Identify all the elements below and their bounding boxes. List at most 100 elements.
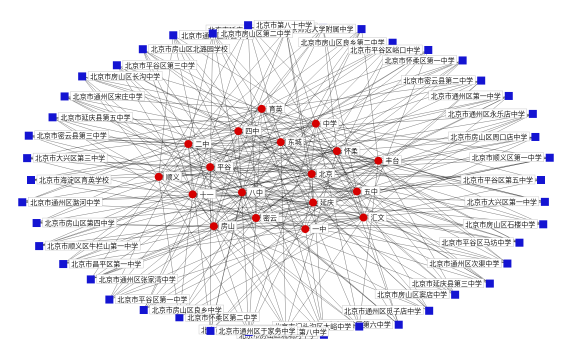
outer-node-marker <box>394 320 403 329</box>
outer-node[interactable]: 北京市顺义区第一中学 <box>469 152 554 163</box>
outer-node-label: 北京市延庆县第五中学 <box>61 113 131 122</box>
outer-node[interactable]: 北京市通州区张家湾中学 <box>86 274 179 284</box>
outer-node[interactable]: 北京市延庆县第五中学 <box>48 112 133 122</box>
inner-node[interactable]: 房山 <box>209 221 238 231</box>
outer-node[interactable]: 北京市房山区第四中学 <box>32 217 117 228</box>
outer-node-label-bg <box>216 325 298 336</box>
outer-node[interactable]: 北京市平谷区第五中学 <box>460 174 545 185</box>
edge <box>356 191 520 243</box>
edge <box>116 65 211 168</box>
outer-node[interactable]: 北京市第八十中学 <box>244 20 315 30</box>
outer-node-label: 北京市通州区次渠中学 <box>429 259 499 268</box>
outer-node[interactable]: 北京市密云县第三中学 <box>24 130 109 141</box>
inner-node-label: 十一 <box>200 190 214 199</box>
outer-node-label-bg <box>427 258 502 268</box>
edge <box>90 123 316 280</box>
outer-node-marker <box>485 279 494 288</box>
outer-node-marker <box>244 21 253 30</box>
inner-node[interactable]: 怀柔 <box>332 145 361 156</box>
outer-node[interactable]: 北京市昌平区第一中学 <box>59 258 144 269</box>
inner-node[interactable]: 十一 <box>188 189 216 199</box>
inner-node[interactable]: 四中 <box>234 125 262 136</box>
inner-node[interactable]: 东城 <box>276 136 304 147</box>
outer-node-label: 北京市房山区窦店中学 <box>377 290 447 299</box>
edge <box>378 160 456 295</box>
outer-node[interactable]: 北京市房山区石楼中学 <box>463 219 548 229</box>
edge <box>158 35 174 177</box>
inner-node[interactable]: 平谷 <box>206 161 234 172</box>
inner-node[interactable]: 密云 <box>251 212 280 223</box>
edge <box>213 226 325 335</box>
inner-node[interactable]: 北京 <box>307 168 335 179</box>
edge <box>213 131 239 227</box>
outer-node[interactable]: 北京市通州区永乐店中学 <box>445 108 537 119</box>
inner-node[interactable]: 顺义 <box>154 171 182 182</box>
outer-node[interactable]: 北京市平谷区峪口中学 <box>348 44 433 55</box>
outer-node-label-bg <box>469 152 544 162</box>
outer-node-label: 北京市顺义区牛栏山第一中学 <box>47 242 138 251</box>
edge <box>116 65 312 175</box>
outer-node[interactable]: 北京市房山区周口店中学 <box>448 131 540 142</box>
edge <box>143 173 312 311</box>
outer-node[interactable]: 北京市平谷区第一中学 <box>105 294 190 305</box>
edge <box>261 108 314 203</box>
outer-node[interactable]: 北京市延庆县第三中学 <box>409 278 494 289</box>
inner-node[interactable]: 中学 <box>311 118 340 128</box>
outer-node[interactable]: 北京市大兴区第三中学 <box>23 152 108 163</box>
inner-node-label-bg <box>316 168 335 179</box>
outer-node[interactable]: 北京市房山区窦店中学 <box>374 289 460 300</box>
outer-node-label: 北京市通州区永乐店中学 <box>448 109 525 118</box>
inner-node[interactable]: 丰台 <box>374 155 402 166</box>
edge <box>179 217 364 318</box>
outer-node[interactable]: 北京市通州区第一中学 <box>428 90 513 101</box>
edge <box>27 108 262 159</box>
outer-node[interactable]: 北京市大兴区第一中学 <box>464 196 549 207</box>
outer-node[interactable]: 北京市房山区第二中学 <box>208 28 293 38</box>
outer-node-label: 北京市房山区石楼中学 <box>465 220 535 229</box>
outer-node-label: 北京市平谷区第三中学 <box>125 61 195 70</box>
outer-node-marker <box>18 198 27 207</box>
outer-node[interactable]: 北京市通州区于家务中学 <box>206 325 298 336</box>
outer-node[interactable]: 北京市怀柔区第一中学 <box>382 55 467 65</box>
inner-node[interactable]: 育英 <box>257 103 285 114</box>
outer-node[interactable]: 北京市平谷区马坊中学 <box>439 237 524 248</box>
outer-node-marker <box>515 238 524 247</box>
inner-node[interactable]: 一中 <box>301 223 329 234</box>
outer-node[interactable]: 北京市房山区长沟中学 <box>78 71 163 81</box>
outer-node[interactable]: 北京市顺义区牛栏山第一中学 <box>35 240 141 251</box>
edge <box>188 143 314 203</box>
outer-node[interactable]: 北京市通州区宋庄中学 <box>60 91 145 101</box>
outer-node[interactable]: 北京市密云县第二中学 <box>400 75 486 86</box>
inner-node[interactable]: 汇文 <box>359 212 387 223</box>
outer-node[interactable]: 北京市海淀区育英学校 <box>27 174 112 185</box>
outer-node[interactable]: 北京市房山区良乡中学 <box>139 304 224 315</box>
inner-node[interactable]: 八中 <box>237 187 266 197</box>
inner-node-label-bg <box>317 197 337 207</box>
edge <box>311 173 544 225</box>
edge-layer <box>22 25 550 335</box>
outer-node-label-bg <box>464 196 540 207</box>
edge <box>238 131 306 230</box>
outer-node-label-bg <box>298 37 387 47</box>
edge <box>323 27 338 152</box>
outer-node-label: 北京市房山区第四中学 <box>45 219 115 228</box>
inner-node[interactable]: 延庆 <box>309 197 337 208</box>
outer-node[interactable]: 北京市房山区北潞园学校 <box>138 44 231 54</box>
edge <box>63 228 306 265</box>
inner-node[interactable]: 二中 <box>184 138 212 149</box>
outer-node[interactable]: 北京市房山区良乡第二中学 <box>298 37 397 48</box>
edge <box>158 176 360 327</box>
outer-node[interactable]: 北京市通州区潞河中学 <box>18 197 103 207</box>
edge <box>82 76 379 161</box>
outer-node-marker <box>78 72 87 81</box>
inner-node-marker <box>307 170 316 178</box>
edge <box>30 179 256 219</box>
outer-node[interactable]: 北京市通州区觅子店中学 <box>341 305 434 316</box>
edge <box>323 27 358 192</box>
edge <box>90 226 214 280</box>
outer-node[interactable]: 北京市平谷区第三中学 <box>112 60 198 70</box>
outer-node-label: 北京市密云县第二中学 <box>403 76 473 85</box>
inner-node[interactable]: 五中 <box>352 186 381 196</box>
outer-node[interactable]: 北京市通州区次渠中学 <box>427 258 512 269</box>
inner-node-label: 中学 <box>323 119 337 128</box>
